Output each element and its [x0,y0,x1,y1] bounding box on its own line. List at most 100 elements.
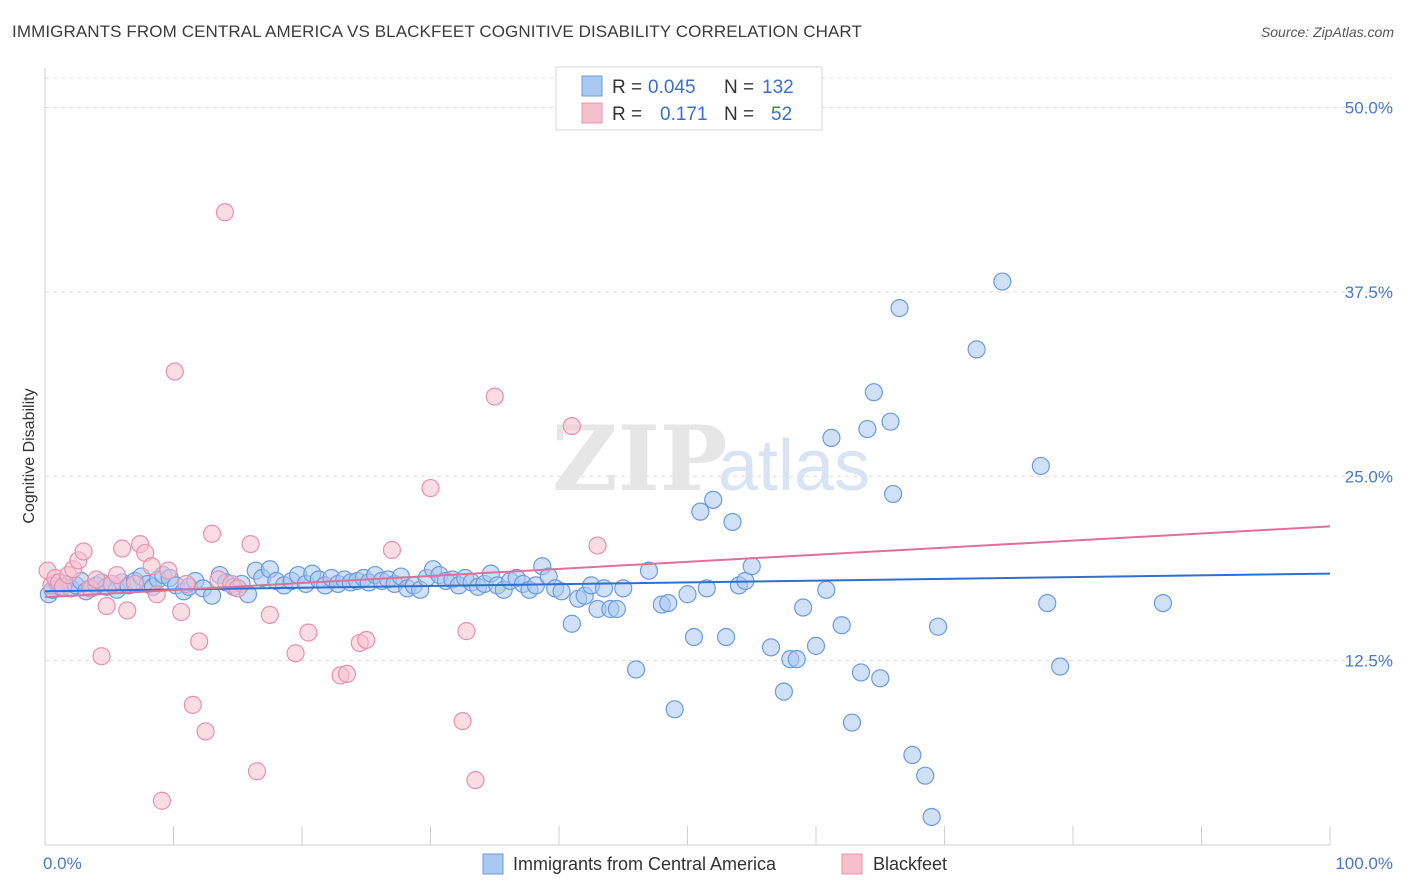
point-blackfeet [247,762,267,781]
point-immigrants [928,617,948,636]
point-immigrants [774,682,793,701]
point-immigrants [916,766,935,785]
point-immigrants [678,585,697,604]
trend-lines [44,525,1331,599]
point-immigrants [806,636,826,655]
point-immigrants [883,484,903,504]
y-tick-label: 37.5% [1345,283,1393,302]
series-immigrants-points [39,272,1173,827]
point-blackfeet [142,557,161,576]
chart-title: IMMIGRANTS FROM CENTRAL AMERICA VS BLACK… [12,22,862,41]
point-immigrants [742,557,761,576]
point-blackfeet [92,647,111,666]
point-blackfeet [183,695,202,714]
point-immigrants [903,745,922,765]
point-blackfeet [152,791,172,810]
point-immigrants [552,582,571,601]
point-immigrants [822,428,841,447]
trend-line-blackfeet [44,525,1331,599]
point-blackfeet [299,623,318,642]
trend-line-immigrants [44,572,1331,593]
point-immigrants [871,669,890,688]
point-immigrants [639,561,659,580]
point-blackfeet [74,542,93,561]
point-blackfeet [260,605,279,625]
point-blackfeet [337,664,357,684]
y-tick-label: 50.0% [1345,99,1393,118]
legend-n-label-2: N = [724,104,754,125]
point-immigrants [1031,456,1050,476]
point-immigrants [890,299,909,318]
point-blackfeet [159,561,178,580]
point-blackfeet [357,630,376,650]
point-immigrants [761,638,781,657]
point-immigrants [851,663,871,682]
point-blackfeet [177,574,196,594]
point-immigrants [659,593,678,613]
point-immigrants [704,490,723,509]
point-immigrants [832,616,851,635]
legend-swatch-blackfeet [841,853,863,875]
y-tick-label: 25.0% [1345,467,1393,486]
point-immigrants [1153,593,1173,613]
stats-legend: R = 0.045 N = 132 R = 0.171 N = 52 [555,66,823,131]
point-blackfeet [286,644,305,663]
watermark-zip: ZIP [552,406,727,512]
point-immigrants [723,512,742,532]
point-immigrants [922,807,941,827]
series-blackfeet-points [38,203,607,810]
point-blackfeet [118,601,137,620]
source-label: Source: ZipAtlas.com [1260,24,1394,40]
point-blackfeet [485,387,504,406]
point-blackfeet [97,596,116,616]
point-immigrants [817,580,836,599]
point-blackfeet [562,417,581,436]
point-immigrants [842,713,862,732]
legend-swatch-blue [581,75,603,97]
point-blackfeet [466,770,485,790]
point-immigrants [881,412,900,431]
point-immigrants [594,579,614,598]
point-immigrants [1051,657,1070,676]
point-blackfeet [112,539,132,558]
point-blackfeet [588,536,607,555]
point-blackfeet [196,722,215,741]
point-immigrants [607,599,626,619]
point-immigrants [1038,593,1057,613]
point-immigrants [787,650,806,669]
legend-n-value-1: 132 [762,77,794,98]
legend-swatch-immigrants [482,853,504,875]
legend-r-value-1: 0.045 [648,77,696,98]
legend-label-blackfeet: Blackfeet [873,854,947,874]
series-legend: Immigrants from Central America Blackfee… [482,853,947,875]
y-tick-label: 12.5% [1345,652,1393,671]
point-blackfeet [215,203,234,222]
point-blackfeet [165,362,184,381]
point-immigrants [562,614,581,633]
legend-swatch-pink [581,102,603,124]
point-blackfeet [147,585,166,604]
point-immigrants [684,627,704,647]
x-tick-label-min: 0.0% [43,854,82,873]
x-tick-label-max: 100.0% [1335,854,1393,873]
watermark-atlas: atlas [718,426,870,506]
point-blackfeet [382,540,402,560]
point-immigrants [858,419,877,439]
point-blackfeet [107,565,127,585]
point-immigrants [716,627,736,647]
legend-r-label-1: R = [612,77,642,98]
legend-r-label-2: R = [612,104,642,125]
x-tick-labels: 0.0% 100.0% [43,854,1393,873]
legend-n-label-1: N = [724,77,754,98]
point-immigrants [665,700,684,719]
point-immigrants [691,502,710,521]
point-immigrants [697,579,716,598]
point-blackfeet [190,632,209,651]
legend-n-value-2: 52 [771,104,792,125]
point-blackfeet [457,622,476,641]
y-tick-labels: 12.5% 25.0% 37.5% 50.0% [1345,99,1393,671]
axes [44,68,1331,846]
point-immigrants [626,660,646,679]
point-immigrants [794,598,813,617]
